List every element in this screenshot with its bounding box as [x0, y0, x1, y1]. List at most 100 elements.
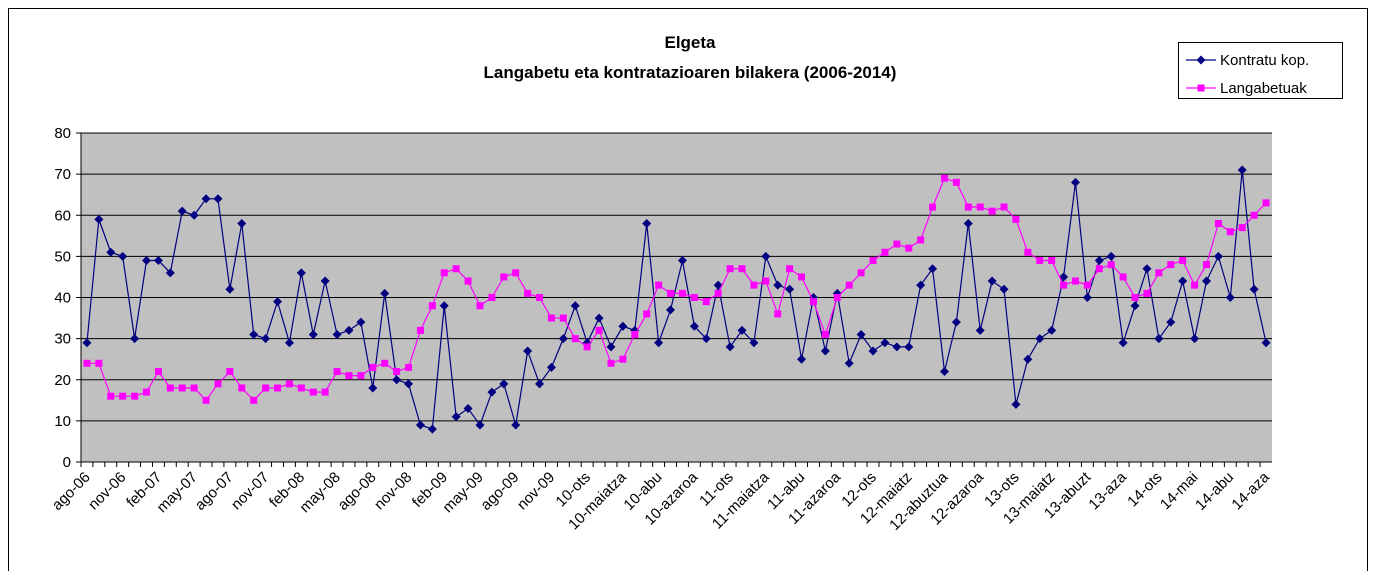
legend-box [1178, 42, 1343, 99]
point [404, 379, 414, 389]
point [595, 326, 603, 334]
series-line [86, 177, 1267, 402]
point [558, 334, 568, 344]
point [238, 384, 246, 392]
point [380, 288, 390, 298]
y-tick-label: 80 [54, 125, 71, 142]
point [1155, 269, 1163, 277]
point [1130, 301, 1140, 311]
point [738, 265, 746, 273]
point [463, 404, 473, 414]
point [643, 310, 651, 318]
point [1094, 255, 1104, 265]
point [702, 298, 710, 306]
point [344, 325, 354, 335]
point [1179, 256, 1187, 264]
point [500, 273, 508, 281]
point [939, 367, 949, 377]
point [1083, 281, 1091, 289]
point [427, 424, 437, 434]
point [1226, 228, 1234, 236]
point [512, 269, 520, 277]
point [1047, 325, 1057, 335]
point [762, 277, 770, 285]
point [857, 269, 865, 277]
y-tick-label: 30 [54, 331, 71, 348]
point [320, 276, 330, 286]
point [1167, 261, 1175, 269]
point [571, 335, 579, 343]
point [917, 236, 925, 244]
point [285, 380, 293, 388]
point [690, 294, 698, 301]
point [1142, 264, 1152, 274]
point [1213, 251, 1223, 261]
point [1178, 276, 1188, 286]
y-tick-label: 60 [54, 207, 71, 224]
point [476, 302, 484, 310]
point [524, 289, 532, 297]
point [1060, 281, 1068, 289]
point [142, 255, 152, 265]
point [1024, 248, 1032, 256]
point [143, 388, 151, 396]
point [594, 313, 604, 323]
point [583, 343, 591, 351]
point [1106, 251, 1116, 261]
point [297, 384, 305, 392]
point [631, 331, 639, 339]
point [166, 384, 174, 392]
point [201, 194, 211, 204]
point [249, 330, 259, 340]
y-tick-label: 40 [54, 290, 71, 307]
point [844, 358, 854, 368]
chart-subtitle: Langabetu eta kontratazioaren bilakera (… [484, 63, 897, 82]
point [392, 375, 402, 385]
point [475, 420, 485, 430]
point [1250, 211, 1258, 219]
point [905, 244, 913, 252]
point [976, 203, 984, 211]
point [165, 268, 175, 278]
point [416, 326, 424, 334]
point [511, 420, 521, 430]
point [928, 264, 938, 274]
point [726, 265, 734, 273]
y-tick-label: 20 [54, 372, 71, 389]
point [357, 372, 365, 380]
point [869, 256, 877, 264]
point [642, 218, 652, 228]
legend-label: Kontratu kop. [1220, 52, 1309, 69]
point [250, 396, 258, 404]
point [368, 383, 378, 393]
point [1023, 354, 1033, 364]
point [750, 281, 758, 289]
point [701, 334, 711, 344]
point [452, 265, 460, 273]
point [547, 314, 555, 322]
point [1237, 165, 1247, 175]
point [1095, 265, 1103, 273]
legend-marker [1197, 84, 1205, 92]
y-tick-label: 0 [63, 454, 71, 471]
point [393, 368, 401, 376]
point [654, 338, 664, 348]
point [892, 342, 902, 352]
point [833, 294, 841, 301]
point [190, 384, 198, 392]
point [714, 289, 722, 297]
point [94, 214, 104, 224]
point [666, 305, 676, 315]
point [177, 206, 187, 216]
point [1035, 334, 1045, 344]
point [464, 277, 472, 285]
point [356, 317, 366, 327]
point [106, 247, 116, 257]
point [273, 297, 283, 307]
point [237, 218, 247, 228]
point [951, 317, 961, 327]
point [189, 210, 199, 220]
series-line [86, 169, 1267, 430]
point [213, 194, 223, 204]
point [262, 384, 270, 392]
